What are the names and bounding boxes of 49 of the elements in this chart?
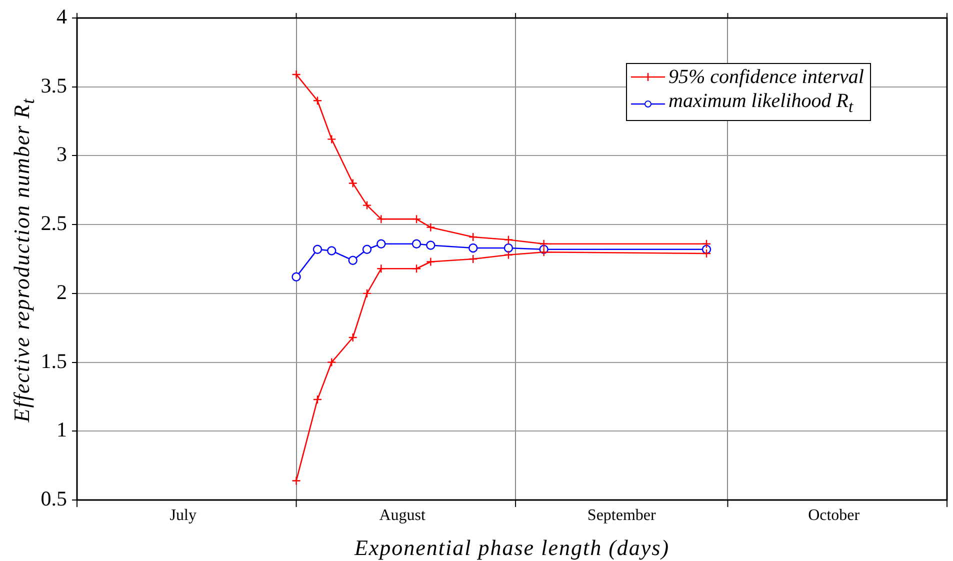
point — [327, 358, 336, 367]
point — [362, 244, 372, 254]
point — [468, 254, 478, 264]
y-tick-label: 1.5 — [40, 348, 67, 373]
point — [426, 257, 436, 266]
point — [468, 243, 478, 253]
point — [292, 70, 301, 80]
y-tick-label: 1 — [56, 418, 67, 442]
y-tick-label: 4 — [56, 4, 68, 29]
y-tick-label: 3 — [56, 142, 67, 166]
point — [362, 200, 372, 210]
x-tick-label: July — [170, 506, 196, 524]
point — [312, 96, 322, 106]
legend-label: maximum likelihood R$_{t}$ — [668, 89, 854, 118]
point — [312, 244, 322, 254]
point — [539, 239, 548, 248]
x-tick-label: September — [587, 506, 657, 524]
point — [702, 239, 712, 248]
point — [348, 256, 358, 265]
point — [327, 246, 336, 256]
point — [412, 214, 422, 224]
point — [426, 240, 436, 250]
x-tick-label: August — [379, 506, 426, 524]
legend-label: 95% confidence interval — [668, 65, 864, 89]
point — [348, 178, 358, 188]
point — [702, 248, 712, 258]
point — [412, 239, 422, 248]
point — [312, 394, 322, 404]
point — [504, 250, 514, 260]
point — [362, 288, 372, 298]
point — [426, 222, 436, 232]
point — [292, 476, 301, 486]
point — [376, 214, 386, 224]
x-axis-title: Exponential phase length (days) — [354, 535, 670, 561]
point — [376, 239, 386, 248]
point — [504, 235, 514, 244]
y-tick-label: 0.5 — [40, 486, 67, 511]
point — [348, 332, 358, 342]
point — [412, 264, 422, 274]
point — [468, 232, 478, 242]
point — [376, 264, 386, 274]
point — [292, 272, 301, 282]
y-tick-label: 2 — [56, 280, 67, 304]
x-tick-label: October — [808, 506, 860, 524]
point — [504, 243, 514, 253]
y-tick-label: 2.5 — [40, 211, 67, 236]
point — [327, 134, 336, 144]
point — [539, 248, 548, 257]
y-tick-label: 3.5 — [40, 73, 67, 98]
